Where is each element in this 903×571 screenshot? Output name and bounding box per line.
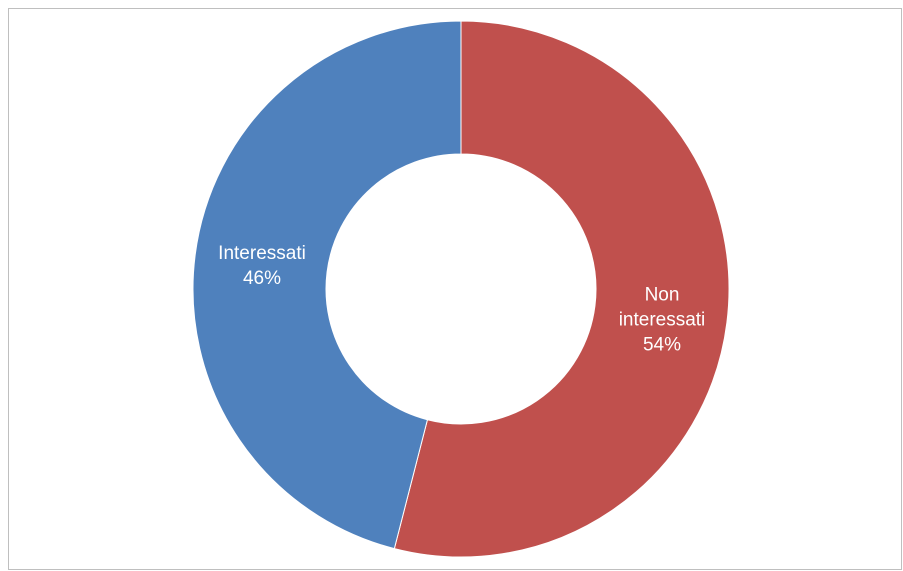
slice-label: Interessati 46% [192, 241, 332, 291]
chart-frame [8, 8, 902, 570]
category-label: Non interessati [618, 284, 706, 331]
value-label: 46% [242, 268, 282, 289]
category-label: Interessati [218, 243, 306, 264]
donut-slice [192, 20, 462, 550]
slice-label: Non interessati 54% [607, 283, 717, 358]
donut-slice [393, 20, 730, 558]
value-label: 54% [642, 334, 682, 356]
